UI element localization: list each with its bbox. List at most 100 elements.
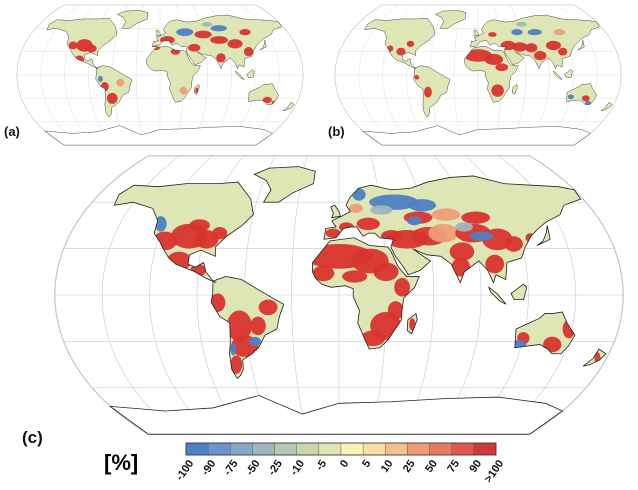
map-c-patch [348, 203, 363, 214]
map-a-change-patches [68, 22, 277, 106]
colorbar-swatch [252, 442, 275, 456]
map-c-patch [360, 330, 386, 347]
panel-label-c: (c) [22, 428, 43, 447]
map-c-patch [408, 199, 437, 212]
map-c-landmass-greenland [254, 166, 316, 203]
map-b-coastlines [362, 10, 613, 146]
colorbar-tick-label: -5 [314, 458, 329, 473]
colorbar-tick-label: 90 [467, 458, 484, 475]
map-b-landmass-europeAsia [470, 15, 600, 69]
map-a-landmass-africa [146, 46, 201, 103]
map-a-patch [106, 92, 118, 104]
map-c-patch [230, 342, 237, 356]
colorbar-tick-label: -100 [174, 458, 196, 483]
colorbar-tick-label: -25 [266, 458, 285, 478]
map-c-patch [248, 336, 261, 347]
colorbar-tick-label: 25 [401, 458, 418, 475]
colorbar-swatch [207, 442, 231, 456]
colorbar-swatch [473, 442, 497, 456]
colorbar-tick-label: >100 [482, 458, 506, 485]
map-a-patch [188, 43, 201, 52]
map-b-patch [488, 32, 497, 37]
map-a-landmass-borneo [246, 69, 255, 78]
map-b-patch [585, 100, 592, 106]
map-c-patch [230, 355, 243, 374]
map-c-patch [250, 316, 266, 336]
map-b-landmass-sumatra [553, 71, 563, 80]
map-c-patch [325, 228, 341, 238]
colorbar-swatch [407, 442, 430, 456]
map-c-patch [194, 230, 219, 249]
colorbar-tick-label: 75 [445, 458, 462, 475]
map-b-patch [527, 29, 542, 36]
map-c-patch [469, 231, 494, 241]
map-b-patch [567, 94, 574, 100]
colorbar-tick-label: 10 [379, 458, 396, 475]
map-a-patch [243, 46, 254, 57]
map-b-landmass-greenland [435, 10, 467, 29]
map-c-patch [407, 216, 422, 226]
map-a-patch [227, 39, 243, 49]
map-b-patch [495, 63, 509, 72]
map-c-patch [212, 226, 228, 240]
map-a-patch [179, 86, 188, 95]
map-a-patch [201, 22, 213, 27]
map-a-patch [239, 29, 251, 36]
colorbar-tick-label: -75 [222, 458, 241, 478]
panel-label-a: (a) [4, 124, 20, 139]
map-b-patch [406, 40, 415, 47]
map-a-patch [98, 75, 103, 83]
colorbar-swatch [274, 442, 297, 456]
colorbar-tick-label: 5 [360, 458, 373, 470]
map-c-patch [342, 270, 368, 283]
colorbar-tick-label: -90 [200, 458, 219, 478]
map-b-patch [414, 75, 420, 80]
map-a-patch [85, 44, 97, 53]
map-a-landmass-greenland [117, 10, 149, 29]
map-b-patch [512, 42, 528, 52]
map-c-coastlines [108, 166, 607, 435]
colorbar-swatch [385, 442, 408, 456]
map-b-patch [424, 86, 432, 98]
map-c-patch [431, 208, 461, 221]
colorbar-swatch [185, 442, 209, 456]
colorbar-swatch [230, 442, 253, 456]
map-panel-b [334, 4, 622, 146]
map-c-landmass-sumatra [488, 287, 507, 305]
colorbar-tick-label: -10 [288, 458, 307, 478]
colorbar-tick-label: 50 [423, 458, 440, 475]
map-a-patch [194, 30, 212, 39]
panel-label-b: (b) [328, 124, 345, 139]
map-c-patch [189, 219, 210, 232]
map-a-patch [210, 25, 228, 32]
map-b-patch [534, 50, 547, 61]
map-c-patch [258, 299, 278, 316]
map-a-landmass-southAmerica [95, 65, 133, 118]
map-b-patch [396, 47, 406, 56]
map-a-patch [262, 96, 272, 104]
map-panel-a [16, 4, 304, 146]
map-c-patch [356, 217, 380, 231]
colorbar-tick-label: 0 [338, 458, 351, 470]
map-b-patch [484, 53, 504, 65]
colorbar-tick-label: -50 [244, 458, 263, 478]
map-a-patch [116, 78, 125, 87]
map-b-landmass-borneo [564, 69, 573, 78]
map-c-patch [455, 222, 473, 232]
map-c-patch [428, 223, 459, 243]
map-b-landmass-southAmerica [413, 65, 451, 118]
map-c-patch [226, 310, 252, 342]
colorbar-swatch [429, 442, 452, 456]
colorbar-swatch [362, 442, 386, 456]
map-b-patch [491, 84, 504, 97]
map-c-patch [543, 336, 562, 353]
map-b-patch [525, 43, 538, 53]
map-b-patch [511, 29, 523, 36]
colorbar-swatch [318, 442, 342, 456]
map-a-landmass-sumatra [235, 71, 245, 80]
map-b-patch [545, 40, 562, 51]
map-b-patch [581, 95, 590, 102]
map-c-patch [461, 211, 491, 224]
map-c-patch [449, 242, 475, 261]
